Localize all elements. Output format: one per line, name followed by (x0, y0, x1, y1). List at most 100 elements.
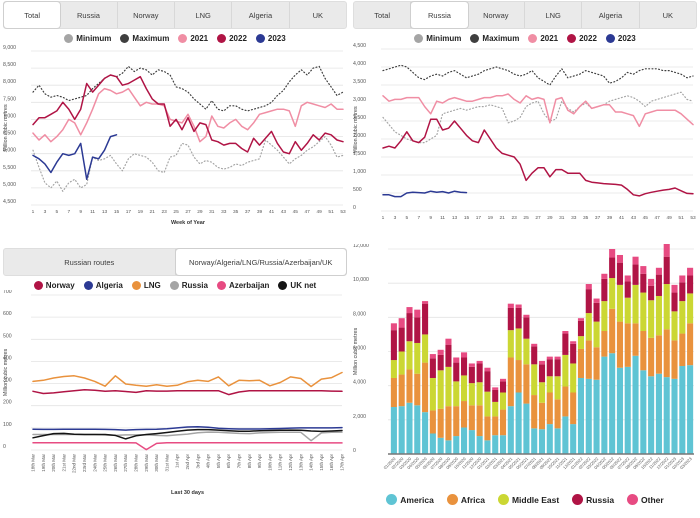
svg-text:47: 47 (305, 209, 311, 215)
svg-text:Million cubic metres: Million cubic metres (353, 106, 359, 154)
middle-east-legend-dot (497, 494, 509, 505)
svg-text:15: 15 (114, 209, 120, 215)
svg-text:10,000: 10,000 (353, 277, 369, 283)
svg-text:0: 0 (3, 444, 6, 450)
svg-text:51: 51 (678, 215, 684, 221)
legend-weekly-total: Minimum Maximum 2021 2022 2023 (0, 34, 350, 43)
tabbar-weekly-russia: Total Russia Norway LNG Algeria UK (353, 1, 697, 29)
legend-item-minimum: Minimum (64, 34, 111, 43)
svg-text:1st Apr: 1st Apr (175, 454, 180, 469)
tab-norway-algeria-lng-russia-azerbaijan-uk[interactable]: Norway/Algeria/LNG/Russia/Azerbaijan/UK (175, 249, 346, 275)
legend-item-lng: LNG (131, 281, 161, 290)
legend-label: Africa (460, 494, 485, 505)
svg-text:37: 37 (245, 209, 251, 215)
svg-text:25th Mar: 25th Mar (103, 454, 108, 472)
svg-text:Million cubic metres: Million cubic metres (3, 349, 9, 397)
legend-item-uk-net: UK net (278, 281, 316, 290)
legend-item-minimum: Minimum (414, 34, 461, 43)
svg-text:41: 41 (619, 215, 625, 221)
legend-label: Azerbaijan (228, 281, 270, 290)
legend-label: America (400, 494, 434, 505)
svg-text:35: 35 (583, 215, 589, 221)
svg-text:5: 5 (55, 209, 58, 215)
svg-text:17: 17 (476, 215, 482, 221)
svg-text:43: 43 (631, 215, 637, 221)
svg-text:8,500: 8,500 (3, 62, 16, 68)
lng-legend-dot (131, 281, 141, 290)
svg-text:8,000: 8,000 (353, 311, 366, 317)
legend-label: 2022 (229, 34, 247, 43)
legend-weekly-russia: Minimum Maximum 2021 2022 2023 (350, 34, 700, 43)
svg-text:5,500: 5,500 (3, 165, 16, 171)
svg-text:25: 25 (523, 215, 529, 221)
svg-text:7th Apr: 7th Apr (237, 454, 242, 469)
svg-text:17: 17 (126, 209, 132, 215)
svg-text:600: 600 (3, 311, 12, 317)
america-legend-dot (386, 494, 398, 505)
tab-norway[interactable]: Norway (118, 2, 175, 28)
svg-text:45: 45 (293, 209, 299, 215)
svg-text:26th Mar: 26th Mar (113, 454, 118, 472)
svg-text:Million cubic metres: Million cubic metres (353, 328, 359, 376)
svg-text:27th Mar: 27th Mar (123, 454, 128, 472)
svg-text:100: 100 (3, 422, 12, 428)
tab-total[interactable]: Total (4, 2, 61, 28)
tab-lng[interactable]: LNG (175, 2, 233, 28)
legend-lng-by-origin: America Africa Middle East Russia Other (350, 494, 700, 505)
legend-item-2022: 2022 (567, 34, 597, 43)
svg-text:22nd Mar: 22nd Mar (72, 454, 77, 474)
tab-russia[interactable]: Russia (411, 2, 468, 28)
svg-text:9: 9 (429, 215, 432, 221)
legend-label: Russia (181, 281, 208, 290)
svg-text:12th Apr: 12th Apr (288, 454, 293, 471)
tab-russia[interactable]: Russia (60, 2, 118, 28)
svg-text:31: 31 (559, 215, 565, 221)
legend-label: Middle East (511, 494, 560, 505)
legend-label: Other (641, 494, 664, 505)
legend-label: UK net (290, 281, 317, 290)
svg-text:3,500: 3,500 (353, 79, 366, 85)
svg-text:3: 3 (394, 215, 397, 221)
tab-algeria[interactable]: Algeria (232, 2, 290, 28)
svg-text:23: 23 (162, 209, 168, 215)
svg-text:6,000: 6,000 (3, 148, 16, 154)
svg-text:33: 33 (221, 209, 227, 215)
svg-text:45: 45 (643, 215, 649, 221)
svg-text:30th Mar: 30th Mar (154, 454, 159, 472)
svg-text:4,000: 4,000 (353, 380, 366, 386)
legend-label: Maximum (482, 34, 520, 43)
tab-algeria[interactable]: Algeria (582, 2, 640, 28)
svg-text:2,000: 2,000 (353, 133, 366, 139)
legend-label: Norway (45, 281, 75, 290)
algeria-legend-dot (83, 281, 93, 290)
svg-text:300: 300 (3, 378, 12, 384)
svg-text:400: 400 (3, 355, 12, 361)
svg-text:5th Apr: 5th Apr (216, 454, 221, 469)
tab-uk[interactable]: UK (312, 10, 324, 20)
svg-text:1: 1 (32, 209, 35, 215)
tab-total[interactable]: Total (354, 2, 412, 28)
lng-by-origin-bar-chart: 0 2,000 4,000 6,000 8,000 10,000 12,000 Million… (353, 244, 694, 470)
svg-text:7,000: 7,000 (3, 113, 16, 119)
svg-text:9,000: 9,000 (3, 45, 16, 51)
2023-legend-dot (255, 34, 265, 43)
panel-weekly-total: Total Russia Norway LNG Algeria UK Minimum Max… (0, 0, 350, 244)
svg-text:4,000: 4,000 (353, 61, 366, 67)
svg-text:25: 25 (173, 209, 179, 215)
uk-net-legend-dot (278, 281, 288, 290)
svg-text:27: 27 (535, 215, 541, 221)
svg-text:29th Mar: 29th Mar (144, 454, 149, 472)
svg-text:6,000: 6,000 (353, 346, 366, 352)
minimum-legend-dot (414, 34, 424, 43)
tab-lng[interactable]: LNG (525, 2, 583, 28)
panel-lng-by-origin: 0 2,000 4,000 6,000 8,000 10,000 12,000 Million… (350, 244, 700, 518)
svg-text:13th Apr: 13th Apr (298, 454, 303, 471)
svg-text:51: 51 (328, 209, 334, 215)
tab-norway[interactable]: Norway (468, 2, 525, 28)
svg-text:47: 47 (655, 215, 661, 221)
svg-text:29: 29 (547, 215, 553, 221)
tabbar-last-30-days: Russian routes Norway/Algeria/LNG/Russia/… (3, 248, 347, 276)
tab-uk[interactable]: UK (662, 10, 674, 20)
svg-text:31: 31 (209, 209, 215, 215)
tab-russian-routes[interactable]: Russian routes (4, 249, 176, 275)
